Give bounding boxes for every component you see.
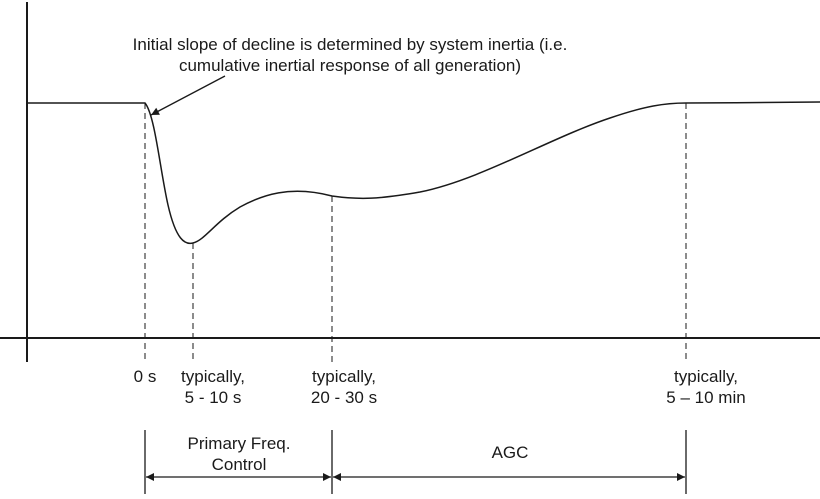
inertia-annotation-line1: Initial slope of decline is determined b… [132,35,568,54]
time-label-5-10min: typically, 5 – 10 min [646,366,766,408]
agc-label: AGC [460,442,560,463]
time-label-0s-line1: 0 s [133,367,157,386]
time-label-0s: 0 s [105,366,185,387]
time-label-5-10s: typically, 5 - 10 s [158,366,268,408]
time-label-5-10s-line1: typically, [181,367,245,386]
agc-label-text: AGC [491,443,529,462]
time-label-5-10s-line2: 5 - 10 s [184,388,242,407]
inertia-annotation-arrow [150,75,226,116]
frequency-curve [27,101,820,245]
time-label-20-30s-line2: 20 - 30 s [310,388,378,407]
time-label-20-30s: typically, 20 - 30 s [289,366,399,408]
time-label-5-10min-line1: typically, [674,367,738,386]
inertia-annotation: Initial slope of decline is determined b… [50,34,650,76]
inertia-annotation-line2: cumulative inertial response of all gene… [178,56,522,75]
primary-control-label-line1: Primary Freq. [187,434,291,453]
time-label-5-10min-line2: 5 – 10 min [666,388,746,407]
primary-control-label-line2: Control [211,455,267,474]
time-label-20-30s-line1: typically, [312,367,376,386]
primary-control-label: Primary Freq. Control [164,433,314,475]
